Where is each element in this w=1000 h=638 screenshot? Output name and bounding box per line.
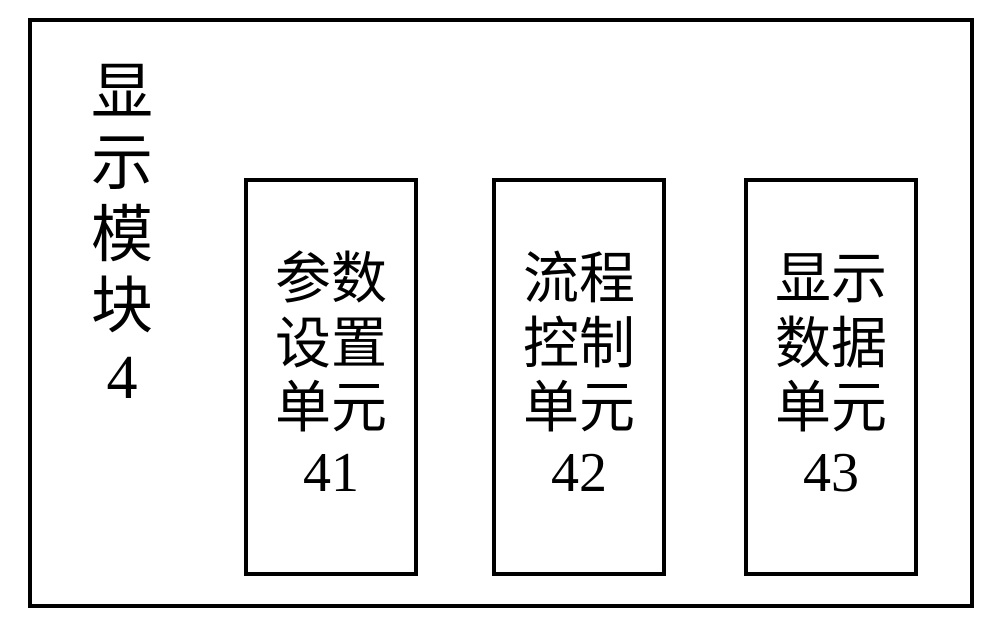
unit-box-41: 参数设置单元41 xyxy=(244,178,418,576)
diagram-canvas: 显示模块4 参数设置单元41 流程控制单元42 显示数据单元43 xyxy=(0,0,1000,638)
module-label: 显示模块4 xyxy=(82,58,162,414)
unit-label-43: 显示数据单元43 xyxy=(775,248,887,506)
unit-box-42: 流程控制单元42 xyxy=(492,178,666,576)
unit-label-41: 参数设置单元41 xyxy=(275,248,387,506)
unit-label-42: 流程控制单元42 xyxy=(523,248,635,506)
unit-box-43: 显示数据单元43 xyxy=(744,178,918,576)
